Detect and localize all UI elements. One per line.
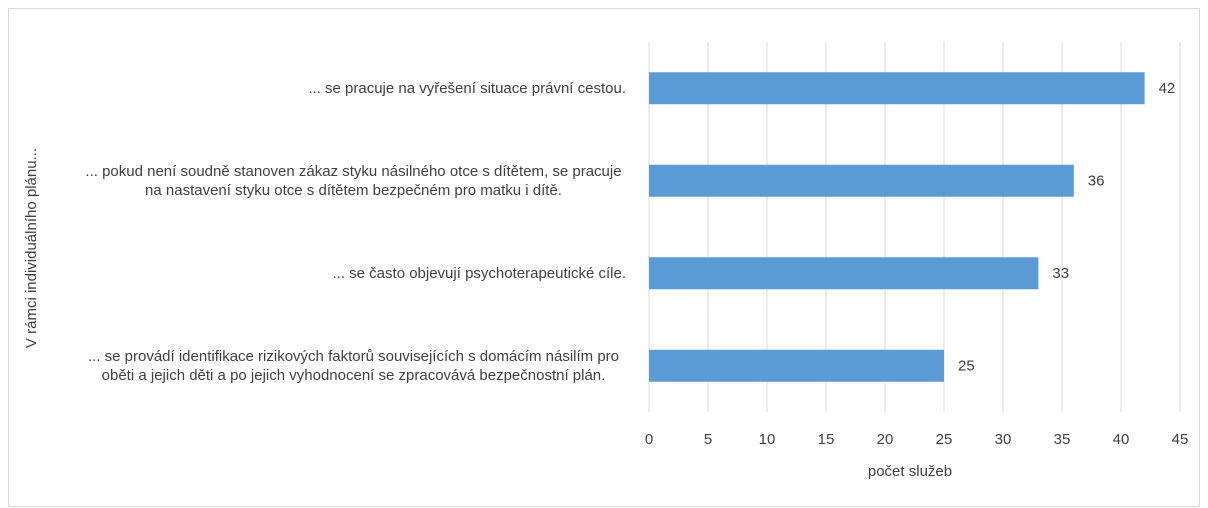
category-label-box: ... se provádí identifikace rizikových f… (70, 320, 626, 413)
bar (649, 72, 1145, 105)
category-label: ... pokud není soudně stanoven zákaz sty… (85, 162, 622, 199)
y-axis-title: V rámci individuálního plánu... (23, 148, 40, 348)
x-tick-label: 40 (1113, 431, 1130, 448)
x-tick-label: 15 (818, 431, 835, 448)
category-label-box: ... pokud není soudně stanoven zákaz sty… (70, 135, 626, 228)
category-label-box: ... se pracuje na vyřešení situace právn… (70, 42, 626, 135)
x-tick-label: 0 (645, 431, 653, 448)
category-label-wrap: ... se pracuje na vyřešení situace právn… (70, 42, 626, 135)
x-tick-label: 35 (1054, 431, 1071, 448)
data-label: 42 (1159, 80, 1176, 97)
category-label-wrap: ... se provádí identifikace rizikových f… (70, 320, 626, 413)
x-axis-title: počet služeb (868, 463, 952, 480)
data-label: 25 (958, 358, 975, 375)
bar (649, 257, 1039, 290)
category-label: ... se pracuje na vyřešení situace právn… (308, 79, 626, 97)
x-tick-label: 25 (936, 431, 953, 448)
bar (649, 349, 944, 382)
x-tick-label: 45 (1172, 431, 1189, 448)
category-label-box: ... se často objevují psychoterapeutické… (70, 227, 627, 320)
x-tick-label: 30 (995, 431, 1012, 448)
x-tick-label: 10 (759, 431, 776, 448)
data-label: 33 (1052, 265, 1069, 282)
category-label-wrap: ... se často objevují psychoterapeutické… (70, 227, 627, 320)
category-label-wrap: ... pokud není soudně stanoven zákaz sty… (70, 135, 626, 228)
data-label: 36 (1088, 173, 1105, 190)
category-label: ... se provádí identifikace rizikových f… (87, 347, 620, 384)
bar (649, 164, 1074, 197)
x-tick-label: 5 (704, 431, 712, 448)
category-label: ... se často objevují psychoterapeutické… (332, 264, 627, 282)
x-tick-label: 20 (877, 431, 894, 448)
